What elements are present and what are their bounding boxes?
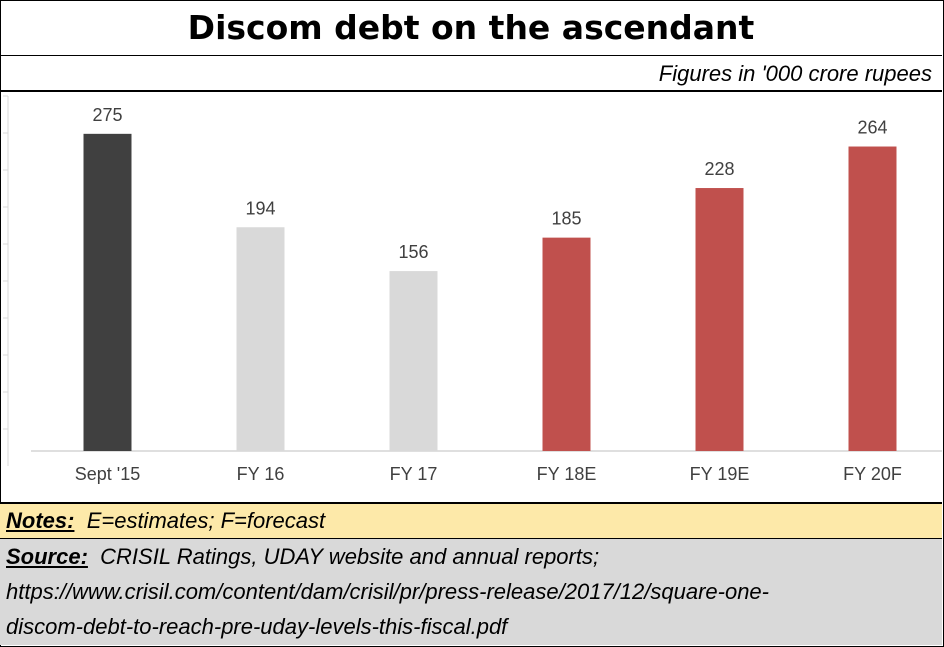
source-url-line-2[interactable]: discom-debt-to-reach-pre-uday-levels-thi… <box>6 614 508 639</box>
x-tick-label: FY 20F <box>843 464 902 484</box>
chart-title: Discom debt on the ascendant <box>0 0 942 56</box>
bar <box>695 188 744 451</box>
x-tick-label: FY 19E <box>690 464 750 484</box>
value-label: 264 <box>857 118 887 138</box>
value-label: 228 <box>704 159 734 179</box>
value-label: 185 <box>551 209 581 229</box>
bar-chart: 275 194 156 185 228 264 Sept '15 FY 16 FY 17 FY … <box>0 94 942 502</box>
x-tick-label: Sept '15 <box>75 464 141 484</box>
bar <box>848 146 897 451</box>
x-tick-label: FY 17 <box>390 464 438 484</box>
notes-text: E=estimates; F=forecast <box>86 508 326 533</box>
x-axis-labels-group: Sept '15 FY 16 FY 17 FY 18E FY 19E FY 20F <box>75 464 902 484</box>
source-line: Source: CRISIL Ratings, UDAY website and… <box>6 539 942 574</box>
value-labels-group: 275 194 156 185 228 264 <box>92 105 887 262</box>
x-tick-label: FY 16 <box>237 464 285 484</box>
source-panel: Source: CRISIL Ratings, UDAY website and… <box>0 539 942 645</box>
value-label: 194 <box>245 198 275 218</box>
notes-label: Notes: <box>6 508 75 533</box>
bar <box>83 133 132 452</box>
source-url-line-1[interactable]: https://www.crisil.com/content/dam/crisi… <box>6 579 769 604</box>
chart-svg: 275 194 156 185 228 264 Sept '15 FY 16 FY 17 FY … <box>3 95 942 484</box>
notes-bar: Notes: E=estimates; F=forecast <box>0 502 942 539</box>
chart-subtitle: Figures in '000 crore rupees <box>0 56 942 92</box>
source-label: Source: <box>6 544 88 569</box>
bar <box>542 237 591 451</box>
value-label: 156 <box>398 242 428 262</box>
value-label: 275 <box>92 105 122 125</box>
x-tick-label: FY 18E <box>537 464 597 484</box>
bar <box>236 227 285 451</box>
bar <box>389 271 438 451</box>
source-text: CRISIL Ratings, UDAY website and annual … <box>100 544 600 569</box>
bars-group <box>83 133 897 452</box>
y-axis-ticks <box>3 95 8 430</box>
